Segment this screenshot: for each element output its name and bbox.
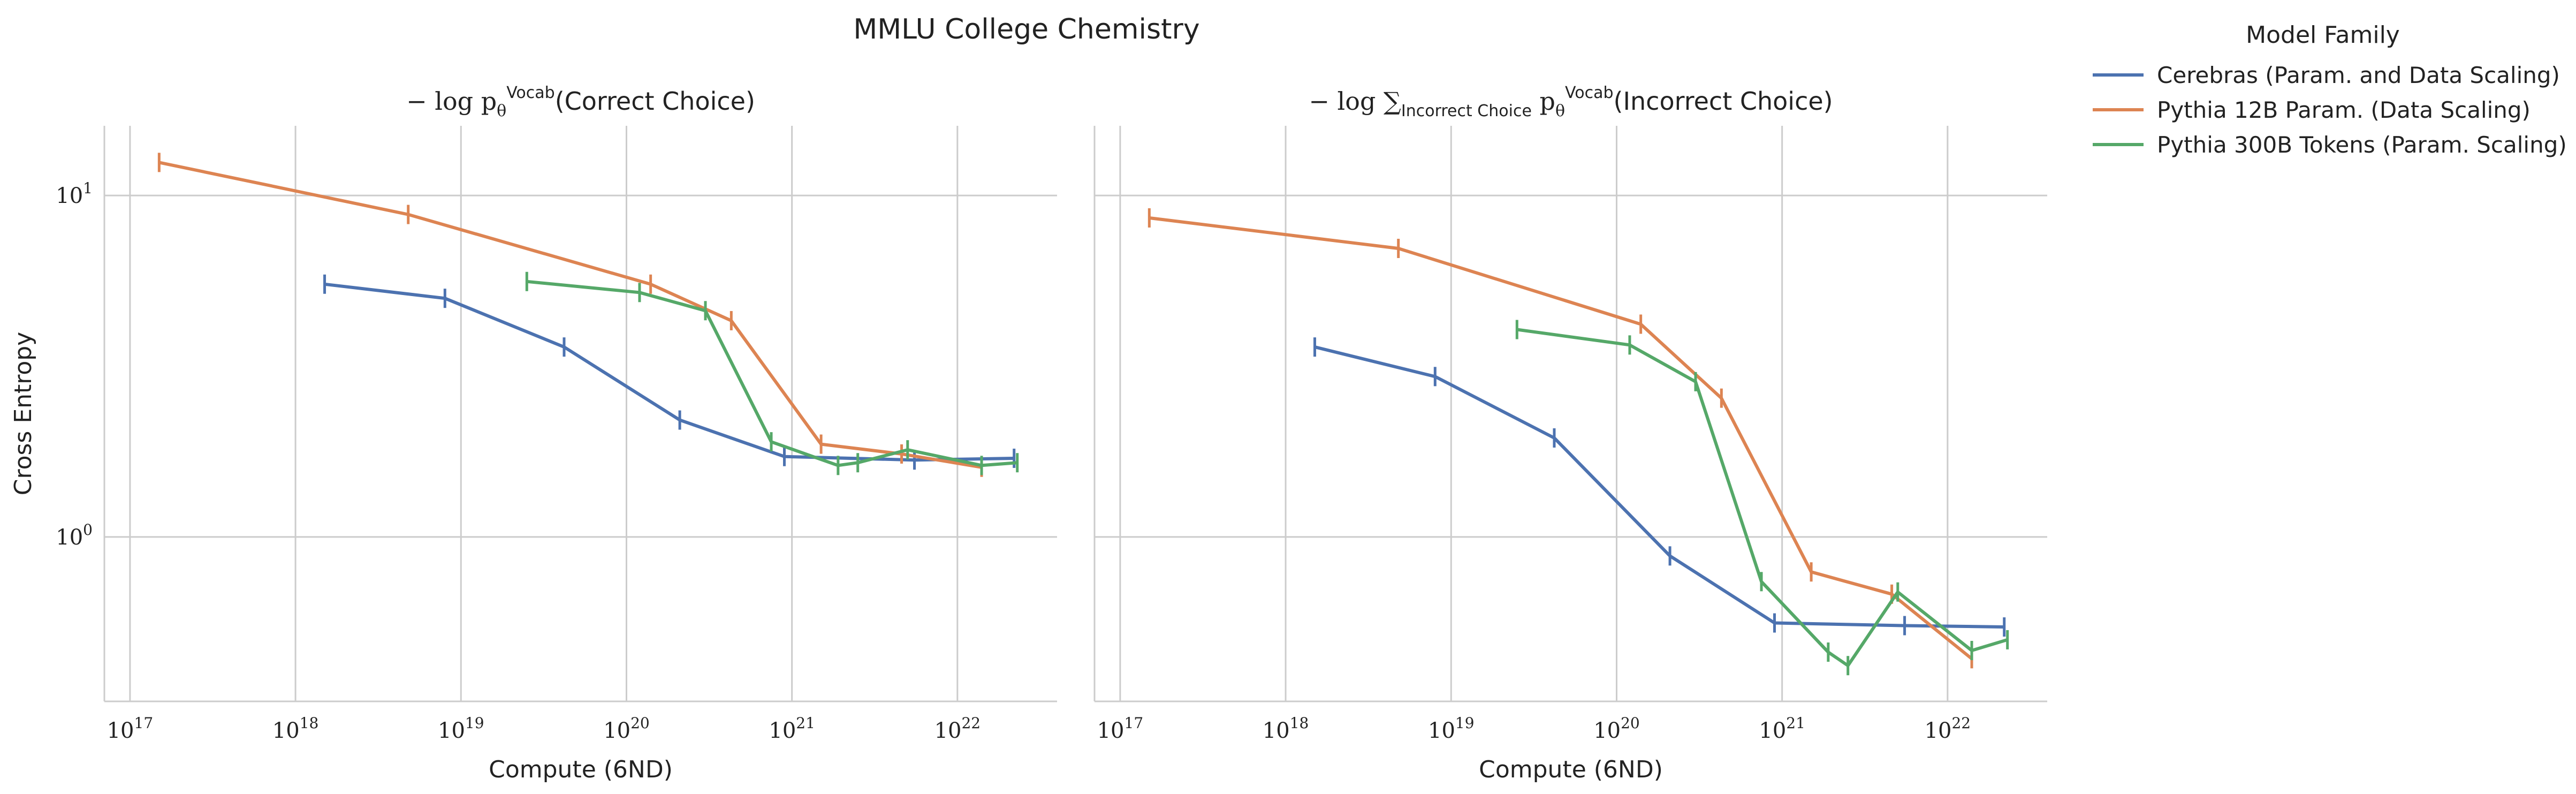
y-axis-label: Cross Entropy xyxy=(10,332,37,496)
series-line xyxy=(158,161,982,469)
x-tick-label: 1017 xyxy=(1097,714,1144,743)
figure-title: MMLU College Chemistry xyxy=(853,13,1199,46)
x-axis-label: Compute (6ND) xyxy=(1479,756,1663,783)
x-tick-label: 1022 xyxy=(1925,714,1971,743)
legend: Model Family Cerebras (Param. and Data S… xyxy=(2093,21,2567,158)
series-line xyxy=(324,282,1014,462)
legend-label: Pythia 300B Tokens (Param. Scaling) xyxy=(2157,132,2567,158)
x-axis-label: Compute (6ND) xyxy=(489,756,673,783)
series-line xyxy=(1314,345,2004,629)
panel-correct-choice: 1017 1018 1019 1020 1021 1022 100 101 Compute (6… xyxy=(10,84,1057,783)
legend-label: Cerebras (Param. and Data Scaling) xyxy=(2157,62,2560,88)
series-line xyxy=(1149,216,1973,660)
x-tick-label: 1018 xyxy=(272,714,319,743)
legend-label: Pythia 12B Param. (Data Scaling) xyxy=(2157,97,2531,123)
x-tick-label: 1019 xyxy=(438,714,484,743)
subplot-title: − log ∑Incorrect Choice pθVocab(Incorrec… xyxy=(1309,84,1833,120)
x-tick-label: 1019 xyxy=(1428,714,1475,743)
panel-incorrect-choice: 1017 1018 1019 1020 1021 1022 Compute (6ND) − l… xyxy=(1093,84,2047,783)
subplot-title: − log pθVocab(Correct Choice) xyxy=(406,84,755,120)
x-tick-label: 1021 xyxy=(1759,714,1805,743)
legend-title: Model Family xyxy=(2246,21,2400,49)
x-tick-label: 1022 xyxy=(934,714,981,743)
y-tick-label: 100 xyxy=(56,521,93,550)
x-tick-label: 1020 xyxy=(603,714,650,743)
x-tick-label: 1018 xyxy=(1263,714,1309,743)
y-tick-label: 101 xyxy=(56,179,93,208)
x-tick-label: 1020 xyxy=(1593,714,1640,743)
x-tick-label: 1021 xyxy=(769,714,815,743)
x-tick-label: 1017 xyxy=(107,714,154,743)
